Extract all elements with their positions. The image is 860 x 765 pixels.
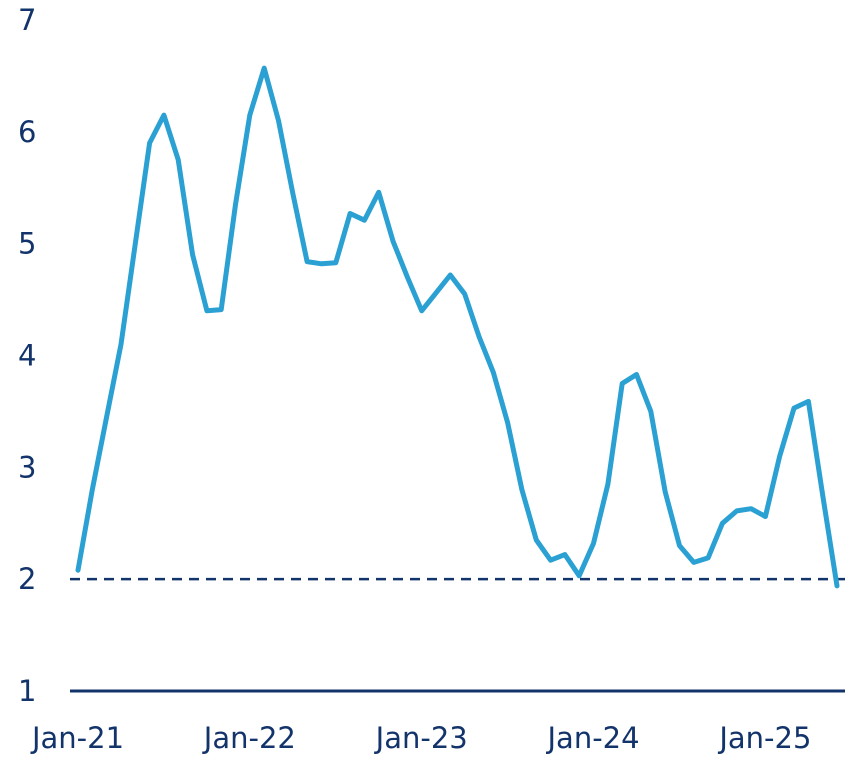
x-tick-label: Jan-21	[30, 721, 124, 755]
x-tick-label: Jan-24	[546, 721, 640, 755]
x-tick-label: Jan-25	[717, 721, 811, 755]
x-tick-label: Jan-23	[374, 721, 468, 755]
y-tick-label: 4	[18, 339, 36, 373]
y-axis-tick-labels: 1 2 3 4 5 6 7	[18, 3, 36, 708]
series-line	[75, 65, 840, 589]
y-tick-label: 7	[18, 3, 36, 37]
y-tick-label: 3	[18, 450, 36, 484]
x-axis-tick-labels: Jan-21 Jan-22 Jan-23 Jan-24 Jan-25	[30, 721, 811, 755]
y-tick-label: 1	[18, 674, 36, 708]
y-tick-label: 2	[18, 562, 36, 596]
y-tick-label: 6	[18, 115, 36, 149]
x-tick-label: Jan-22	[202, 721, 296, 755]
y-tick-label: 5	[18, 227, 36, 261]
